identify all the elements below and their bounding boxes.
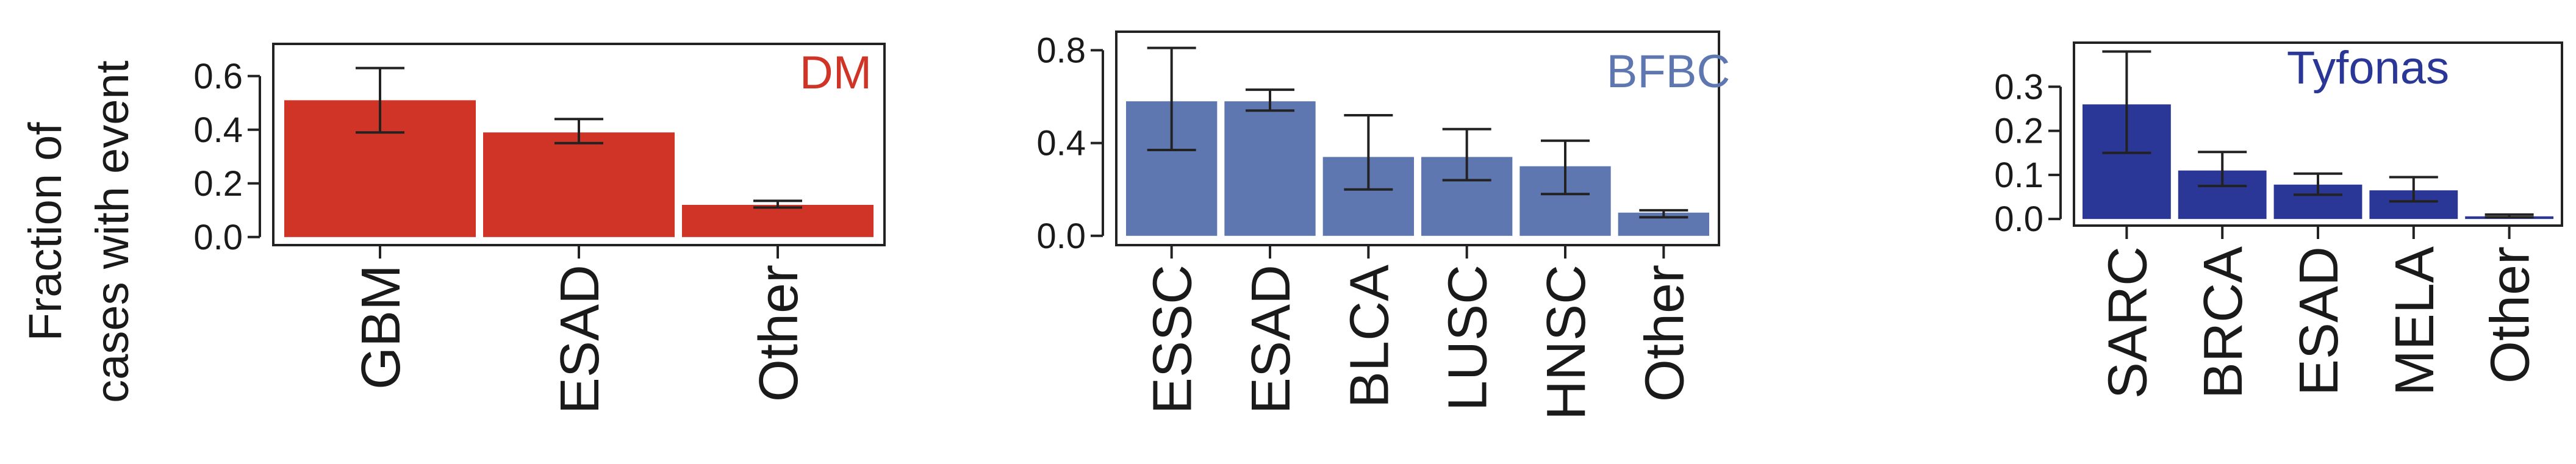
chart-panel-2: ESSC ESAD BLCA LUSC HNSC Other 0.0 0.4 0.8 BFBC: [1036, 30, 1730, 420]
error-bar: [2198, 151, 2247, 187]
y-axis-label-line-1: Fraction of: [20, 122, 71, 341]
y-axis-label-line-2: cases with event: [87, 60, 138, 403]
bar: [1224, 101, 1316, 236]
error-bar: [1147, 46, 1196, 152]
plot-frame: [2073, 41, 2563, 227]
bar: [483, 132, 675, 237]
error-bar: [1442, 127, 1491, 182]
error-bar: [1246, 88, 1294, 112]
category-label: Other: [748, 265, 809, 402]
chart-panels: GBM ESAD Other 0.0 0.2 0.4 0.6 DM ESSC ESAD BLCA LU…: [193, 30, 2563, 420]
plot-frame: [272, 43, 886, 246]
y-tick-label: 0.0: [1036, 216, 1086, 256]
category-label: LUSC: [1438, 265, 1499, 411]
y-tick-label: 0.2: [1994, 112, 2043, 151]
chart-panel-1: GBM ESAD Other 0.0 0.2 0.4 0.6 DM: [193, 43, 886, 414]
plot-frame: [1115, 30, 1720, 246]
figure-y-axis-label: Fraction of cases with event: [20, 60, 138, 403]
panel-title: BFBC: [1607, 46, 1731, 98]
category-label: ESAD: [2289, 246, 2350, 396]
panel-title: Tyfonas: [2287, 42, 2449, 94]
error-bar: [2389, 176, 2438, 203]
y-tick-label: 0.0: [193, 218, 243, 257]
error-bar: [1344, 113, 1393, 191]
category-label: Other: [1634, 265, 1695, 402]
error-bar: [1541, 139, 1590, 196]
y-tick-label: 0.4: [1036, 124, 1086, 163]
error-bar: [1639, 209, 1688, 219]
category-label: ESAD: [1241, 265, 1302, 414]
y-tick-label: 0.3: [1994, 67, 2043, 107]
category-label: SARC: [2097, 246, 2158, 399]
category-label: GBM: [351, 265, 412, 390]
panel-title: DM: [800, 47, 872, 99]
y-tick-label: 0.6: [193, 57, 243, 96]
error-bar: [2102, 50, 2151, 154]
error-bar: [554, 118, 603, 145]
y-tick-label: 0.2: [193, 164, 243, 204]
category-label: BLCA: [1339, 265, 1400, 408]
category-label: ESSC: [1143, 265, 1204, 414]
category-label: Other: [2480, 246, 2541, 384]
error-bar: [2294, 172, 2342, 196]
error-bar: [356, 66, 404, 134]
error-bar: [2485, 213, 2534, 219]
category-label: BRCA: [2193, 246, 2254, 399]
bar: [682, 205, 874, 237]
y-tick-label: 0.0: [1994, 199, 2043, 239]
category-label: MELA: [2384, 246, 2445, 396]
y-tick-label: 0.8: [1036, 30, 1086, 70]
chart-panel-3: SARC BRCA ESAD MELA Other 0.00.1 0.2 0.3 Tyfonas: [1994, 41, 2563, 399]
y-tick-label: 0.1: [1994, 155, 2043, 195]
error-bar: [753, 199, 802, 209]
category-label: ESAD: [550, 265, 611, 414]
y-tick-label: 0.4: [193, 110, 243, 150]
category-label: HNSC: [1536, 265, 1597, 420]
